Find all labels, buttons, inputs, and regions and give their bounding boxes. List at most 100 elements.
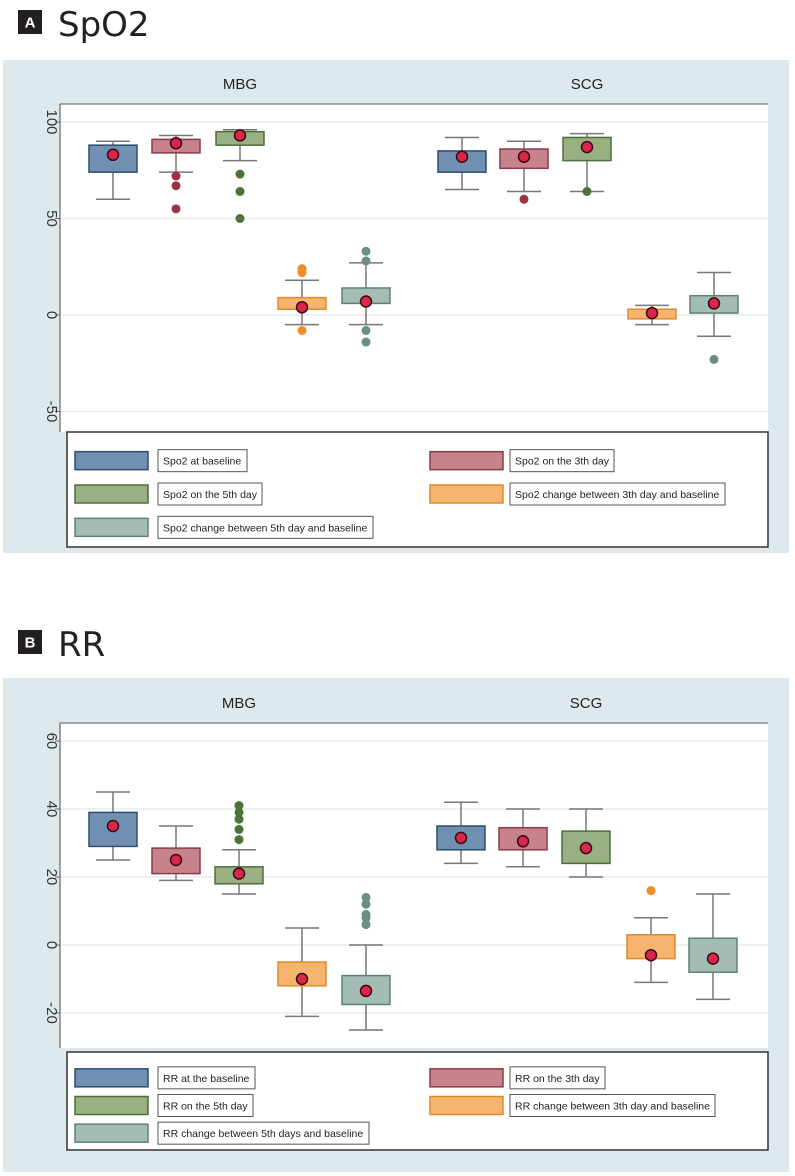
box-scg-3 — [562, 132, 612, 196]
plot-area — [60, 723, 768, 1048]
group-label-mbg: MBG — [223, 76, 257, 93]
legend-label: RR change between 3th day and baseline — [515, 1101, 710, 1113]
legend-label-box — [157, 515, 374, 539]
outlier-point — [235, 169, 245, 179]
legend-item: Spo2 on the 3th day — [429, 449, 615, 473]
legend-swatch — [74, 1123, 149, 1143]
legend-swatch — [74, 517, 149, 538]
outlier-point — [234, 807, 244, 817]
mean-marker — [233, 129, 247, 142]
box-mbg-3 — [214, 801, 264, 895]
plot-area — [60, 104, 768, 432]
box-scg-1 — [437, 136, 487, 191]
outlier-point — [582, 186, 592, 196]
outlier-point — [361, 246, 371, 256]
outlier-point — [171, 181, 181, 191]
outlier-point — [235, 186, 245, 196]
legend-label-box — [509, 482, 726, 506]
legend-item: Spo2 change between 5th day and baseline — [74, 515, 374, 539]
box-mbg-2 — [151, 134, 201, 214]
legend-label: Spo2 change between 5th day and baseline — [163, 522, 367, 534]
mean-marker — [232, 867, 246, 880]
mean-marker — [516, 835, 530, 848]
legend-swatch — [74, 450, 149, 471]
legend: RR at the baseline RR on the 3th day RR on… — [66, 1051, 769, 1151]
mean-marker — [106, 819, 120, 833]
box-scg-5 — [689, 271, 739, 364]
legend-swatch — [74, 1095, 149, 1116]
box-scg-4 — [627, 304, 677, 326]
box-mbg-1 — [88, 140, 138, 200]
legend: Spo2 at baseline Spo2 on the 3th day Spo2 … — [66, 431, 769, 548]
legend-label: RR on the 5th day — [163, 1101, 248, 1113]
legend-label-box — [509, 1066, 606, 1090]
y-tick-label: -50 — [43, 401, 60, 423]
legend-swatch — [429, 484, 504, 504]
outlier-point — [646, 886, 656, 896]
mean-marker — [579, 841, 593, 855]
panel-letter: A — [25, 15, 36, 32]
legend-swatch — [429, 1068, 504, 1088]
y-tick-label: 0 — [43, 311, 60, 319]
panel-letter-badge — [18, 630, 42, 654]
legend-label: Spo2 at baseline — [163, 456, 241, 468]
box-mbg-4 — [277, 927, 327, 1018]
y-tick-label: -20 — [43, 1002, 60, 1024]
legend-item: RR at the baseline — [74, 1066, 256, 1090]
outlier-point — [234, 814, 244, 824]
outlier-point — [709, 354, 719, 364]
y-tick-label: 50 — [43, 210, 60, 227]
mean-marker — [517, 150, 531, 163]
legend-label-box — [157, 1094, 254, 1117]
legend-label-box — [509, 1094, 716, 1117]
legend-label-box — [157, 1121, 370, 1145]
legend-label: Spo2 change between 3th day and baseline — [515, 489, 719, 501]
legend-item: RR on the 5th day — [74, 1094, 254, 1117]
legend-swatch — [74, 1068, 149, 1088]
legend-swatch — [74, 484, 149, 504]
legend-item: Spo2 at baseline — [74, 449, 248, 473]
mean-marker — [645, 306, 659, 320]
iqr-box — [88, 811, 138, 848]
y-tick-label: 60 — [43, 733, 60, 750]
box-mbg-4 — [277, 264, 327, 335]
mean-marker — [455, 150, 469, 163]
mean-marker — [169, 853, 183, 867]
group-label-scg: SCG — [570, 695, 603, 712]
box-scg-2 — [499, 140, 549, 204]
outlier-point — [361, 337, 371, 347]
outlier-point — [235, 214, 245, 223]
outlier-point — [297, 268, 307, 278]
outlier-point — [361, 325, 371, 335]
mean-marker — [295, 301, 309, 314]
legend-label-box — [157, 1066, 256, 1090]
outlier-point — [234, 801, 244, 811]
outlier-point — [234, 824, 244, 834]
legend-item: Spo2 change between 3th day and baseline — [429, 482, 726, 506]
group-label-mbg: MBG — [222, 695, 256, 712]
panel-title: RR — [58, 625, 105, 665]
outlier-point — [171, 204, 181, 214]
mean-marker — [580, 140, 594, 154]
legend-label-box — [509, 449, 615, 473]
box-mbg-5 — [341, 246, 391, 347]
box-scg-2 — [498, 808, 548, 868]
mean-marker — [169, 136, 183, 150]
mean-marker — [106, 148, 120, 162]
outlier-point — [361, 892, 371, 902]
mean-marker — [295, 972, 309, 986]
legend-label: RR change between 5th days and baseline — [163, 1128, 363, 1140]
outlier-point — [361, 920, 371, 930]
legend-label: Spo2 on the 5th day — [163, 489, 258, 501]
legend-item: RR change between 3th day and baseline — [429, 1094, 716, 1117]
outlier-point — [171, 171, 181, 181]
legend-item: RR change between 5th days and baseline — [74, 1121, 370, 1145]
box-scg-4 — [626, 886, 676, 984]
outlier-point — [361, 899, 371, 909]
box-scg-5 — [688, 893, 738, 1001]
legend-swatch — [429, 450, 504, 471]
outlier-point — [361, 909, 371, 919]
y-tick-label: 20 — [43, 869, 60, 886]
mean-marker — [359, 984, 373, 998]
